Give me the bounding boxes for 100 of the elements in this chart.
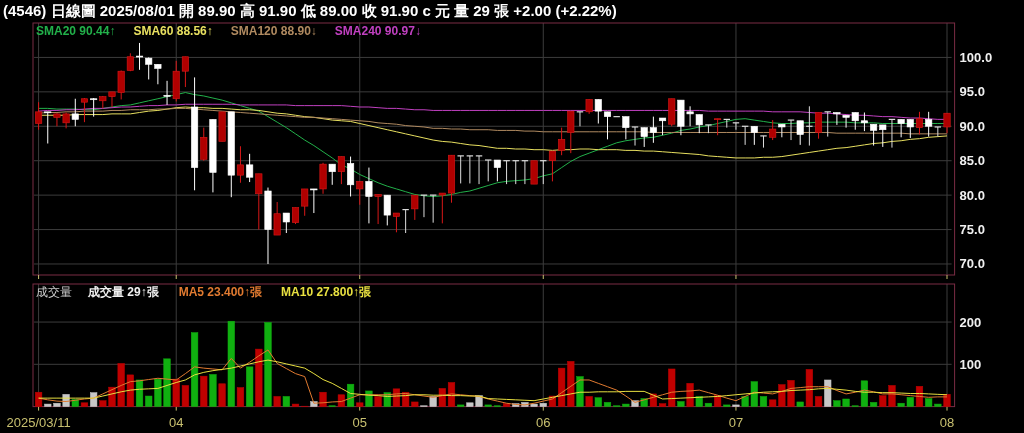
y-tick-label: 90.0 (959, 118, 985, 134)
candlestick (383, 194, 391, 226)
bar (374, 396, 382, 407)
candlestick (769, 119, 777, 141)
bar (824, 379, 832, 407)
x-tick-label: 08 (939, 414, 955, 430)
candlestick (310, 188, 318, 214)
text: MA5 23.400↑張 (178, 285, 264, 299)
bar (759, 396, 768, 407)
bar (246, 366, 254, 407)
x-tick-label: 04 (168, 414, 184, 430)
bar (438, 388, 446, 407)
bar (677, 401, 685, 407)
chart-title: (4546) 日線圖 2025/08/01 開 89.90 高 91.90 低 89.00 收 91.90 c 元 量 29 張 +2.00 (+2.22%) (3, 2, 617, 19)
text: SMA120 88.90↓ (230, 24, 317, 38)
y-tick-label: 75.0 (959, 222, 985, 238)
candlestick (750, 125, 758, 146)
candlestick (71, 98, 79, 127)
candlestick (484, 159, 493, 182)
bar (714, 395, 722, 407)
candlestick (236, 145, 244, 184)
candlestick (860, 112, 868, 132)
candlestick (365, 167, 373, 224)
candlestick (337, 156, 345, 185)
candlestick (622, 116, 630, 140)
bar (915, 386, 924, 407)
candlestick (649, 116, 657, 144)
text: MA10 27.800↑張 (281, 285, 373, 299)
x-tick-label: 05 (352, 414, 367, 430)
candlestick (255, 173, 263, 231)
bar (796, 401, 804, 407)
candlestick (943, 112, 951, 134)
y-tick-label: 85.0 (959, 153, 985, 169)
candlestick (870, 123, 878, 147)
candlestick (493, 159, 501, 182)
candlestick (282, 212, 290, 234)
candlestick (925, 111, 933, 138)
bar (805, 369, 813, 407)
candlestick (456, 155, 465, 184)
candlestick (273, 201, 281, 236)
candlestick (530, 160, 538, 185)
candlestick (374, 193, 382, 225)
candlestick (815, 112, 823, 140)
candlestick (411, 194, 419, 221)
candlestick (420, 194, 428, 218)
y-tick-label: 80.0 (959, 187, 985, 203)
candlestick (934, 126, 942, 138)
y-tick-label: 100.0 (959, 49, 993, 65)
bar (209, 374, 217, 407)
candlestick (475, 155, 483, 185)
line-series (38, 359, 948, 402)
bar (227, 320, 235, 407)
candlestick (631, 126, 639, 147)
bar (282, 396, 290, 407)
text: SMA240 90.97↓ (334, 24, 421, 38)
x-tick-label: 2025/03/11 (6, 414, 71, 430)
text: SMA60 88.56↑ (133, 24, 213, 38)
candlestick (833, 112, 841, 126)
bar (273, 396, 281, 407)
candlestick (163, 80, 171, 106)
bar (356, 402, 364, 407)
candlestick (879, 124, 887, 148)
bar (255, 348, 263, 407)
candlestick (246, 153, 254, 183)
bar (35, 391, 43, 407)
bar (135, 379, 144, 407)
x-tick-label: 06 (536, 414, 551, 430)
candlestick (181, 56, 189, 88)
x-tick-label: 07 (728, 414, 744, 430)
y-tick-label: 95.0 (959, 84, 985, 100)
candlestick (796, 120, 804, 146)
candlestick (594, 98, 602, 125)
bar (218, 383, 226, 407)
candlestick (356, 180, 364, 206)
candlestick (200, 127, 208, 162)
candlestick (640, 127, 648, 148)
bar (319, 391, 327, 407)
candlestick (915, 111, 923, 136)
bar (337, 394, 345, 407)
candlestick (90, 97, 98, 118)
bar (191, 332, 199, 407)
bar (870, 402, 878, 407)
bar (236, 387, 245, 407)
candlestick (35, 101, 43, 131)
bar (200, 375, 208, 407)
candlestick (80, 97, 88, 123)
candlestick (558, 127, 566, 156)
candlestick (392, 212, 400, 233)
y-tick-label: 70.0 (959, 256, 985, 272)
bar (603, 402, 612, 407)
candlestick (603, 111, 612, 140)
bar (943, 394, 951, 407)
bar (594, 397, 602, 407)
candlestick (301, 188, 309, 217)
candlestick (759, 135, 768, 149)
candlestick (567, 110, 575, 154)
candlestick (136, 42, 144, 71)
chart-title: 成交量 (36, 285, 72, 299)
bar (815, 396, 823, 407)
bar (585, 396, 593, 407)
